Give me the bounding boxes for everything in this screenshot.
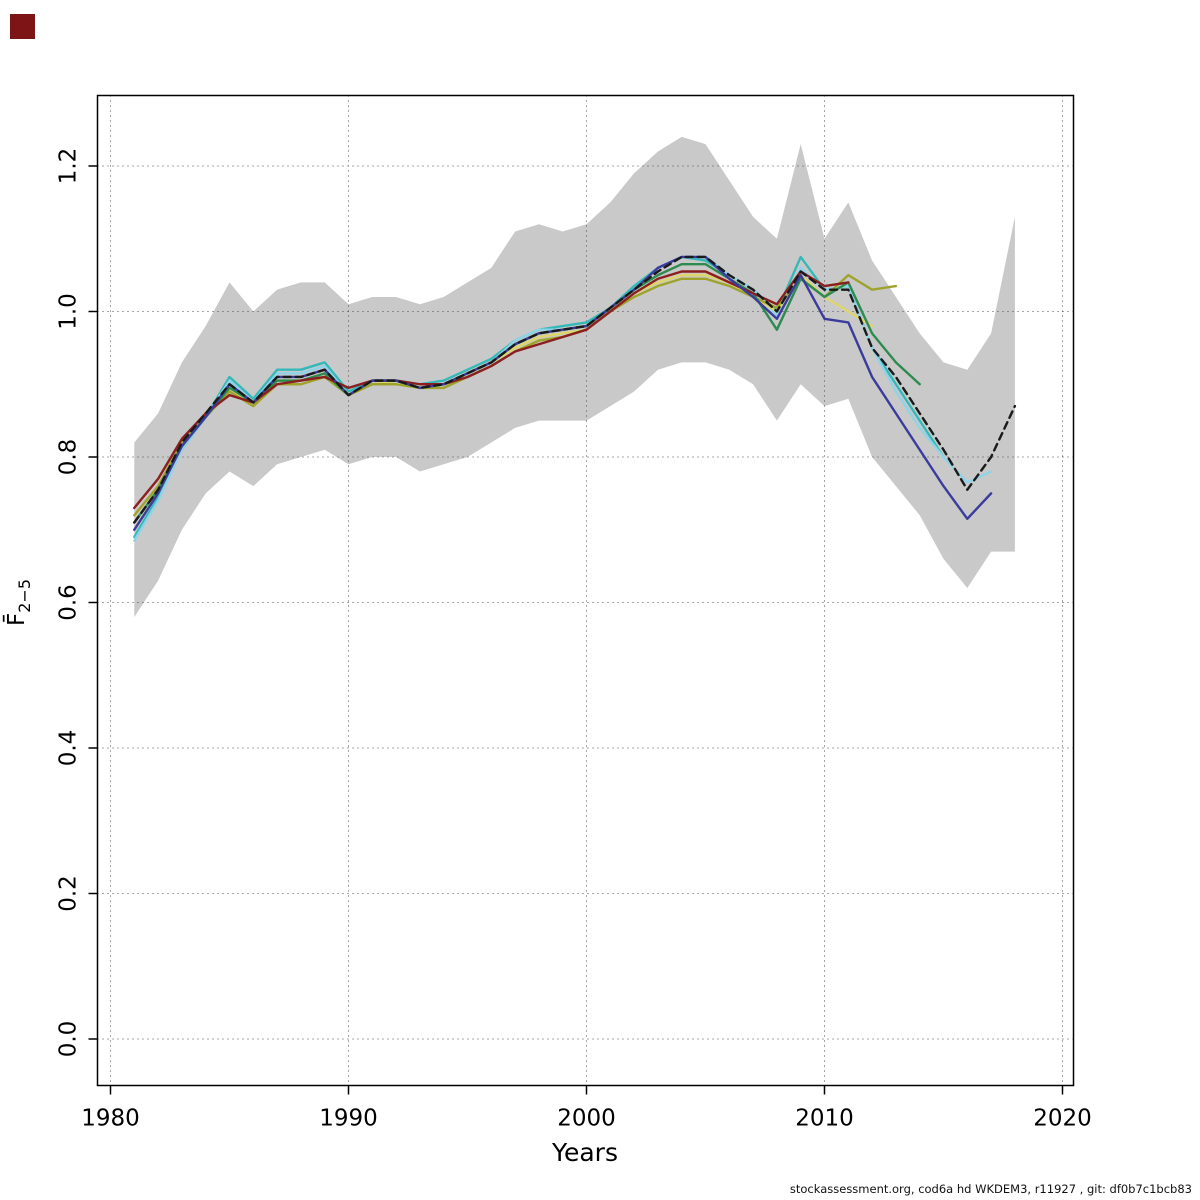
y-tick-label: 1.2 — [56, 148, 82, 185]
y-tick-label: 1.0 — [56, 293, 82, 330]
plot-frame — [96, 94, 1075, 1087]
x-tick-label: 1980 — [81, 1106, 140, 1132]
y-tick-label: 0.2 — [56, 875, 82, 912]
x-tick-label: 1990 — [319, 1106, 378, 1132]
confidence-band — [134, 136, 1015, 618]
x-axis-title: Years — [552, 1138, 618, 1167]
y-axis-title: F̄2−5 — [2, 579, 34, 626]
y-tick-label: 0.4 — [56, 730, 82, 767]
y-tick-label: 0.6 — [56, 584, 82, 621]
y-tick-label: 0.8 — [56, 439, 82, 476]
x-tick-label: 2000 — [557, 1106, 616, 1132]
footer-citation: stockassessment.org, cod6a hd WKDEM3, r1… — [789, 1182, 1192, 1196]
y-tick-label: 0.0 — [56, 1021, 82, 1058]
corner-marker — [10, 14, 35, 39]
x-tick-label: 2020 — [1033, 1106, 1092, 1132]
x-tick-label: 2010 — [795, 1106, 854, 1132]
